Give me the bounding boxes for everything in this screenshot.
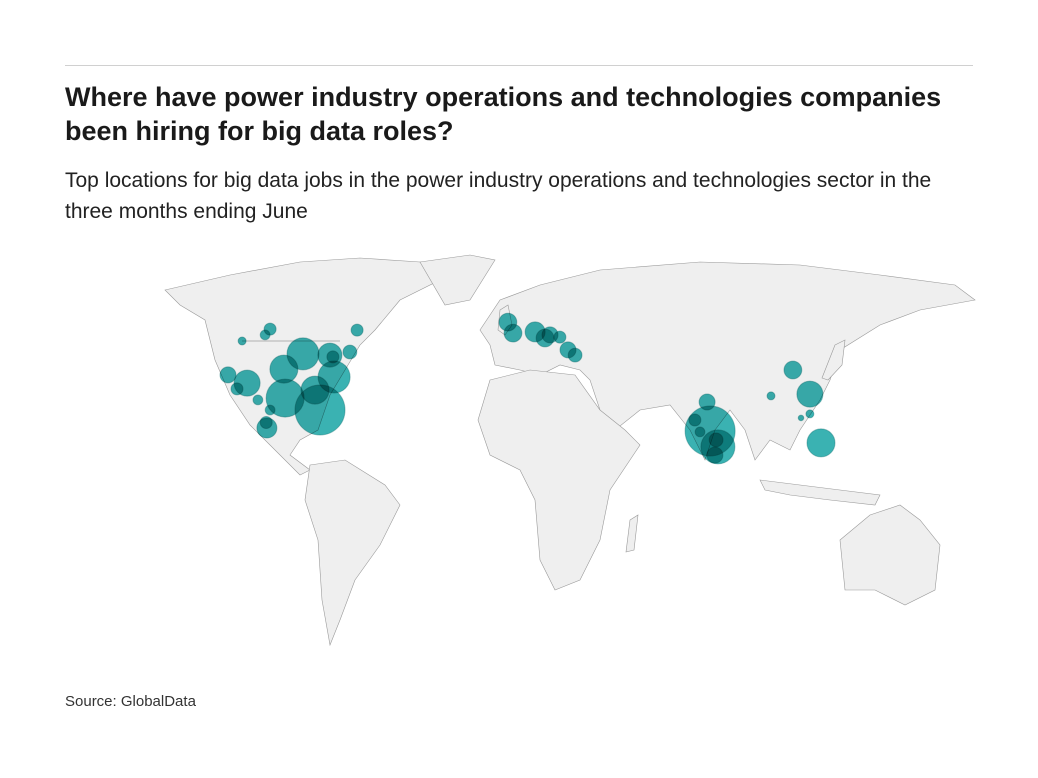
location-bubble [766,391,776,401]
location-bubble [259,416,273,429]
location-bubble [230,382,244,396]
location-bubble [708,432,724,448]
source-note: Source: GlobalData [65,693,196,710]
japan-landmass [821,339,846,381]
location-bubble [796,380,824,408]
location-bubble [805,409,815,419]
location-bubble [264,404,276,416]
australia-landmass [839,504,941,606]
location-bubble [806,428,836,458]
africa-landmass [477,369,641,591]
location-bubble [688,413,702,427]
location-bubble [694,426,706,438]
location-bubble [259,329,271,341]
location-bubble [706,446,724,464]
greenland-landmass [419,254,496,306]
location-bubble [237,336,247,346]
top-divider [65,65,973,66]
location-bubble [350,323,364,337]
bubble-layer [219,312,836,465]
location-bubble [503,323,523,343]
land-layer [164,254,976,647]
location-bubble [219,366,237,384]
page-title: Where have power industry operations and… [65,82,942,146]
eurasia-landmass [479,261,976,461]
madagascar-landmass [625,514,639,553]
south-america-landmass [304,459,401,647]
location-bubble [783,360,803,380]
location-bubble [326,350,340,364]
location-bubble [797,414,805,422]
location-bubble [553,330,567,344]
location-bubble [567,347,583,363]
location-bubble [252,394,264,406]
location-bubble [294,384,346,436]
page-subtitle: Top locations for big data jobs in the p… [65,169,932,223]
indonesia-landmass [759,479,881,506]
location-bubble [535,328,555,348]
location-bubble [342,344,358,360]
